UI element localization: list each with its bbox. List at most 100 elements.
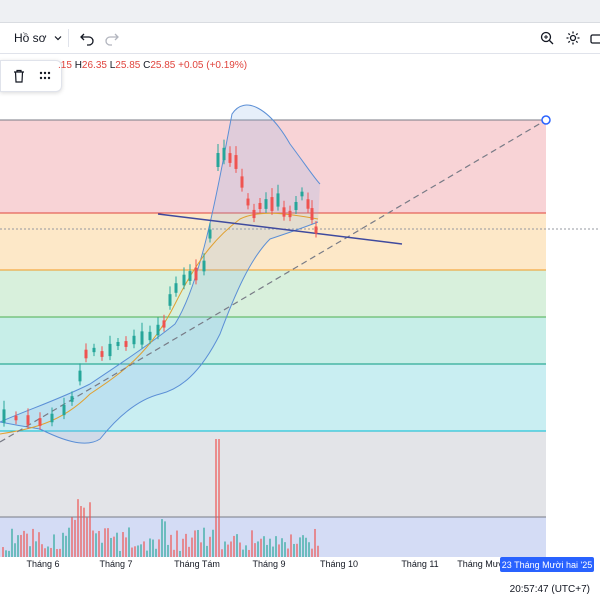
- volume-bar: [44, 548, 46, 557]
- volume-bar: [2, 547, 4, 557]
- volume-bar: [236, 534, 238, 557]
- candle-body: [162, 320, 166, 328]
- volume-bar: [275, 536, 277, 557]
- candle-body: [294, 201, 298, 211]
- candle-body: [194, 267, 198, 281]
- candle-body: [84, 349, 88, 359]
- candle-body: [222, 147, 226, 161]
- volume-bar: [20, 534, 22, 557]
- candle-body: [216, 153, 220, 167]
- volume-bar: [83, 507, 85, 557]
- trash-icon: [14, 69, 24, 83]
- volume-bar: [263, 536, 265, 557]
- volume-bar: [314, 528, 316, 557]
- bollinger-lower: [0, 221, 319, 444]
- search-button[interactable]: [538, 29, 556, 47]
- volume-bar: [206, 545, 208, 557]
- volume-bar: [71, 517, 73, 557]
- fib-zone-gray: [0, 431, 546, 517]
- redo-button[interactable]: [103, 29, 121, 47]
- volume-bar: [125, 537, 127, 557]
- volume-bar: [230, 541, 232, 557]
- date-label: Tháng 6: [26, 559, 60, 569]
- chevron-down-icon: [54, 36, 61, 41]
- profile-dropdown[interactable]: Hồ sơ: [14, 29, 63, 47]
- profile-label: Hồ sơ: [14, 31, 47, 45]
- volume-bar: [173, 549, 175, 557]
- date-axis[interactable]: Tháng 6 Tháng 7 Tháng Tám Tháng 9 Tháng …: [0, 557, 600, 573]
- volume-bar: [167, 544, 169, 557]
- candle-body: [182, 274, 186, 286]
- delete-drawing-button[interactable]: [11, 68, 27, 84]
- volume-bar: [158, 539, 160, 557]
- snapshot-button[interactable]: [590, 29, 600, 47]
- trendline-support[interactable]: [157, 213, 403, 245]
- volume-bar: [317, 545, 319, 557]
- volume-bar: [233, 535, 235, 557]
- volume-bar: [251, 530, 253, 557]
- candle-body: [288, 210, 292, 218]
- volume-bar: [209, 536, 211, 557]
- candle-body: [228, 153, 232, 163]
- candle-body: [14, 415, 18, 421]
- ohlc-high-label: H: [74, 60, 82, 71]
- candle-body: [246, 198, 250, 206]
- candle-body: [2, 409, 6, 423]
- chart-toolbar: Hồ sơ: [0, 23, 600, 54]
- trendline-handle[interactable]: [541, 115, 551, 125]
- crosshair-date-badge: 23 Tháng Mười hai '25: [500, 557, 594, 572]
- volume-bar: [296, 543, 298, 557]
- more-options-button[interactable]: [37, 68, 53, 84]
- ohlc-open: .15: [58, 60, 72, 71]
- fib-zone-green: [0, 270, 546, 317]
- price-chart[interactable]: [0, 54, 600, 574]
- volume-bar: [170, 534, 172, 557]
- volume-bar: [260, 538, 262, 557]
- volume-bar: [77, 499, 79, 557]
- undo-button[interactable]: [78, 29, 96, 47]
- candle-body: [50, 413, 54, 423]
- volume-bar: [89, 502, 91, 557]
- volume-bar: [86, 517, 88, 557]
- volume-bar: [245, 545, 247, 557]
- gear-icon: [566, 31, 580, 45]
- candle-body: [240, 176, 244, 188]
- candle-body: [264, 199, 268, 209]
- volume-bar: [146, 550, 148, 557]
- candle-body: [78, 370, 82, 382]
- fib-zone-orange: [0, 213, 546, 270]
- volume-bar: [248, 549, 250, 557]
- volume-bar: [305, 537, 307, 557]
- candle-body: [270, 197, 274, 211]
- volume-bar: [113, 536, 115, 557]
- volume-bar: [290, 534, 292, 557]
- fib-zone-teal: [0, 317, 546, 364]
- volume-bar: [104, 528, 106, 557]
- volume-bar: [155, 548, 157, 557]
- candle-body: [38, 418, 42, 426]
- volume-bar: [128, 527, 130, 557]
- volume-bar: [11, 528, 13, 557]
- candle-body: [70, 396, 74, 402]
- volume-bar: [101, 542, 103, 557]
- volume-bar: [242, 549, 244, 557]
- volume-bar: [254, 543, 256, 557]
- date-label: Tháng 11: [401, 559, 439, 569]
- date-label: Tháng Mười: [457, 559, 507, 569]
- volume-bar: [47, 546, 49, 557]
- candle-body: [148, 331, 152, 341]
- settings-button[interactable]: [564, 29, 582, 47]
- floating-drawing-toolbar: [0, 60, 62, 92]
- ohlc-low: 25.85: [115, 60, 141, 71]
- volume-bar: [224, 541, 226, 557]
- volume-bar: [227, 544, 229, 557]
- date-label: Tháng 9: [252, 559, 286, 569]
- volume-bar: [239, 542, 241, 557]
- trendline-dashed[interactable]: [0, 119, 547, 443]
- volume-bar: [134, 546, 136, 557]
- volume-bar: [287, 548, 289, 557]
- candle-body: [234, 155, 238, 169]
- volume-bar: [281, 538, 283, 557]
- volume-bar: [191, 537, 193, 557]
- ohlc-legend: .15 H26.35 L25.85 C25.85 +0.05 (+0.19%): [58, 60, 247, 71]
